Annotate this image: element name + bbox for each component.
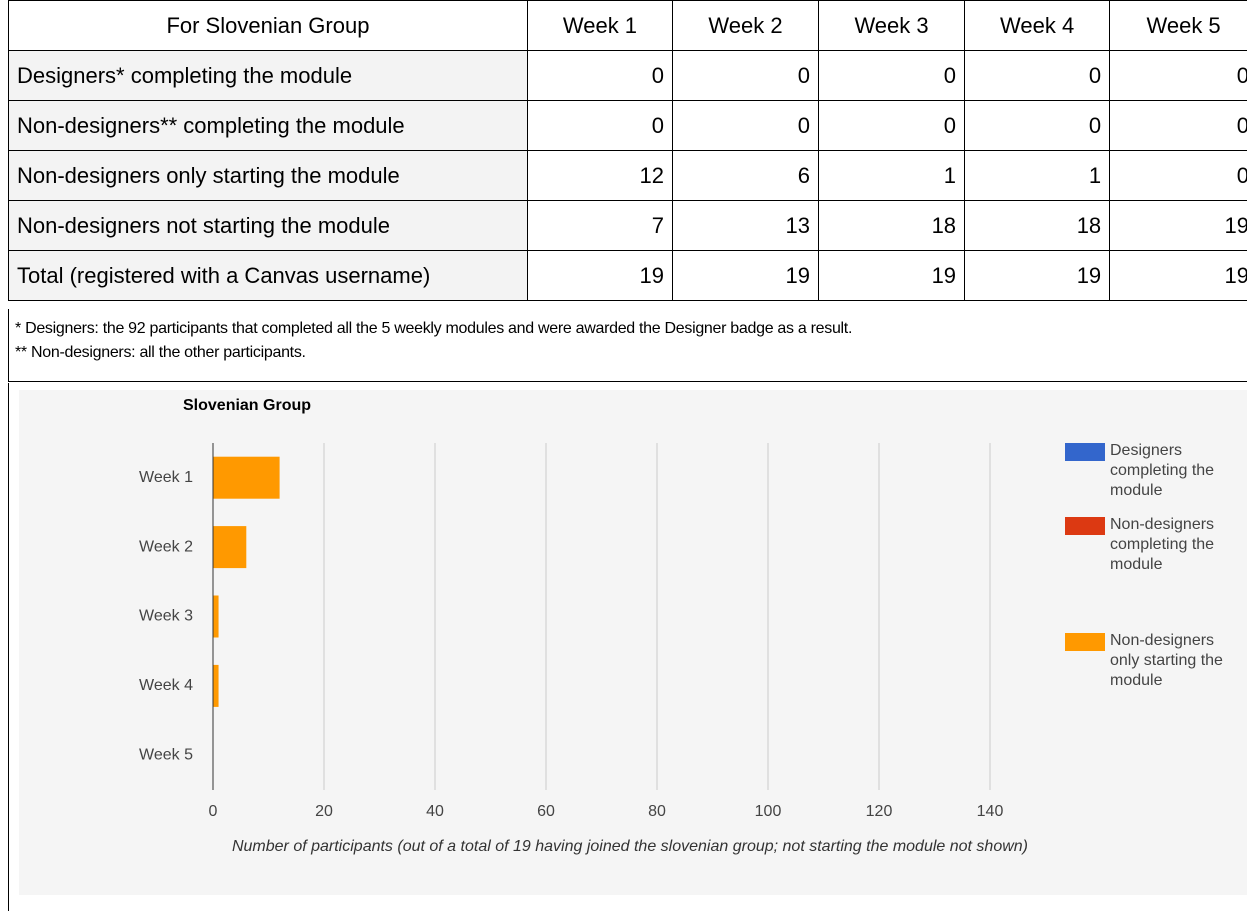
row-label: Non-designers** completing the module — [8, 100, 528, 151]
header-cell: Week 1 — [526, 0, 674, 51]
data-table: For Slovenian Group Week 1 Week 2 Week 3 Wee… — [8, 0, 1247, 301]
legend-label: Non-designers only starting the module — [1110, 632, 1223, 689]
value-cell: 6 — [672, 150, 820, 201]
footnote: * Designers: the 92 participants that co… — [15, 320, 853, 337]
value-cell: 1 — [964, 150, 1111, 201]
legend-swatch — [1065, 517, 1105, 535]
row-label: Designers* completing the module — [8, 50, 528, 101]
bar-segment — [213, 595, 219, 638]
legend-label: Designers completing the module — [1110, 442, 1215, 499]
legend-swatch — [1065, 443, 1105, 461]
x-tick-label: 120 — [866, 803, 893, 820]
x-tick-label: 0 — [209, 803, 218, 820]
row-label: Total (registered with a Canvas username… — [8, 250, 528, 301]
value-cell: 0 — [672, 50, 820, 101]
value-cell: 0 — [1109, 50, 1247, 101]
value-cell: 19 — [1109, 250, 1247, 301]
y-tick-label: Week 4 — [139, 677, 193, 694]
value-cell: 19 — [672, 250, 820, 301]
value-cell: 0 — [1109, 100, 1247, 151]
footnotes: * Designers: the 92 participants that co… — [8, 309, 1247, 382]
legend-swatch — [1065, 633, 1105, 651]
bar-segment — [213, 526, 247, 569]
table-row: Non-designers** completing the module 0 0 0… — [8, 100, 1247, 151]
table-row: Total (registered with a Canvas username… — [8, 250, 1247, 301]
table-row: Designers* completing the module 0 0 0 0 0 — [8, 50, 1247, 101]
x-tick-label: 40 — [426, 803, 444, 820]
row-label: Non-designers not starting the module — [8, 200, 528, 251]
header-cell: Week 5 — [1109, 0, 1247, 51]
y-tick-label: Week 5 — [139, 747, 193, 764]
table-row: Non-designers only starting the module 12… — [8, 150, 1247, 201]
value-cell: 0 — [526, 100, 674, 151]
x-tick-label: 140 — [977, 803, 1004, 820]
x-tick-label: 100 — [755, 803, 782, 820]
value-cell: 0 — [526, 50, 674, 101]
value-cell: 19 — [526, 250, 674, 301]
x-tick-label: 20 — [315, 803, 333, 820]
x-tick-label: 80 — [648, 803, 666, 820]
y-tick-label: Week 3 — [139, 608, 193, 625]
row-label: Non-designers only starting the module — [8, 150, 528, 201]
value-cell: 0 — [964, 100, 1111, 151]
value-cell: 19 — [818, 250, 966, 301]
bar-segment — [213, 456, 280, 499]
value-cell: 0 — [964, 50, 1111, 101]
value-cell: 19 — [964, 250, 1111, 301]
footnote: ** Non-designers: all the other particip… — [15, 344, 306, 361]
value-cell: 0 — [672, 100, 820, 151]
header-cell: Week 4 — [964, 0, 1111, 51]
table-row: Non-designers not starting the module 7 13… — [8, 200, 1247, 251]
value-cell: 12 — [526, 150, 674, 201]
bar-segment — [213, 664, 219, 707]
legend-label: Non-designers completing the module — [1110, 516, 1215, 573]
chart-title: Slovenian Group — [183, 397, 311, 414]
header-row: For Slovenian Group Week 1 Week 2 Week 3 Wee… — [8, 0, 1247, 51]
header-cell: Week 3 — [818, 0, 966, 51]
y-tick-label: Week 2 — [139, 538, 193, 555]
x-axis-label: Number of participants (out of a total o… — [231, 838, 1029, 855]
value-cell: 0 — [818, 50, 966, 101]
x-tick-label: 60 — [537, 803, 555, 820]
header-cell: For Slovenian Group — [8, 0, 528, 51]
value-cell: 18 — [818, 200, 966, 251]
y-tick-label: Week 1 — [139, 469, 193, 486]
value-cell: 18 — [964, 200, 1111, 251]
